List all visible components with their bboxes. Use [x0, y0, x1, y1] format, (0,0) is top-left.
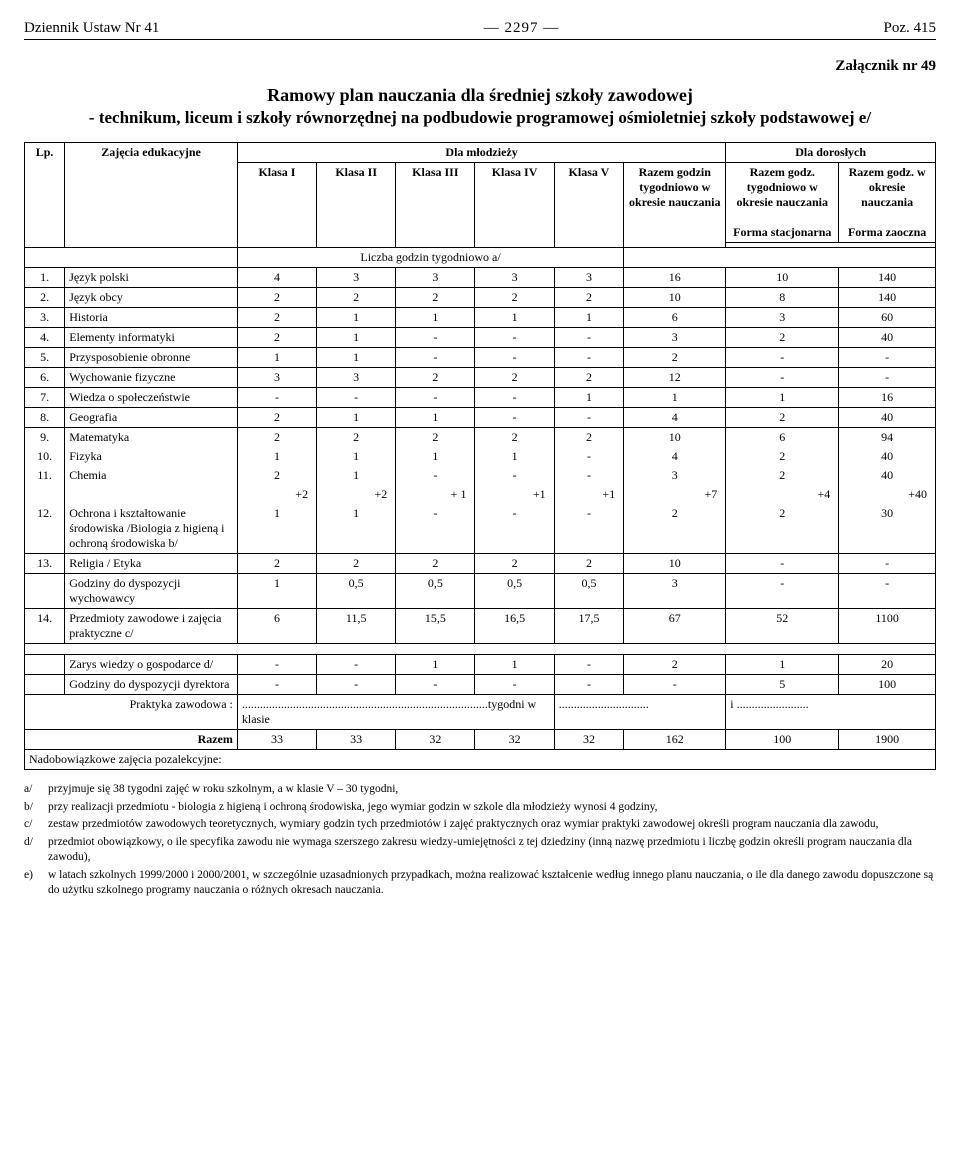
th-sum-ext: Razem godz. w okresie nauczaniaForma zao… [839, 163, 936, 243]
table-row: Godziny do dyspozycji wychowawcy10,50,50… [25, 574, 936, 609]
table-row: 1.Język polski433331610140 [25, 268, 936, 288]
th-k1: Klasa I [237, 163, 316, 248]
th-lp: Lp. [25, 143, 65, 248]
table-row: +2+2+ 1+1+1+7+4+40 [25, 485, 936, 504]
page-title: Ramowy plan nauczania dla średniej szkoł… [24, 85, 936, 106]
table-row: Zarys wiedzy o gospodarce d/--11-2120 [25, 655, 936, 675]
footnote: d/przedmiot obowiązkowy, o ile specyfika… [24, 835, 936, 866]
table-row: 7.Wiedza o społeczeństwie----11116 [25, 388, 936, 408]
th-k3: Klasa III [396, 163, 475, 248]
table-row: 13.Religia / Etyka2222210-- [25, 554, 936, 574]
th-subject: Zajęcia edukacyjne [65, 143, 238, 248]
table-row: 14.Przedmioty zawodowe i zajęcia praktyc… [25, 609, 936, 644]
footnote: a/przyjmuje się 38 tygodni zajęć w roku … [24, 782, 936, 798]
table-row: 5.Przysposobienie obronne11---2-- [25, 348, 936, 368]
th-k4: Klasa IV [475, 163, 554, 248]
table-row: 12.Ochrona i kształtowanie środowiska /B… [25, 504, 936, 554]
table-row: 11.Chemia21---3240 [25, 466, 936, 485]
th-k5: Klasa V [554, 163, 624, 248]
page-header: Dziennik Ustaw Nr 41 — 2297 — Poz. 415 [24, 20, 936, 40]
header-page: — 2297 — [484, 20, 560, 37]
page-subtitle: - technikum, liceum i szkoły równorzędne… [24, 108, 936, 128]
row-nadob: Nadobowiązkowe zajęcia pozalekcyjne: [25, 750, 936, 770]
table-row: 10.Fizyka1111-4240 [25, 447, 936, 466]
row-razem: Razem 333332 3232162 1001900 [25, 730, 936, 750]
th-adult: Dla dorosłych [726, 143, 936, 163]
footnotes: a/przyjmuje się 38 tygodni zajęć w roku … [24, 782, 936, 899]
th-k2: Klasa II [317, 163, 396, 248]
th-sum-week: Razem godzin tygodniowo w okresie naucza… [624, 163, 726, 248]
footnote: e)w latach szkolnych 1999/2000 i 2000/20… [24, 868, 936, 899]
attachment-label: Załącznik nr 49 [24, 58, 936, 75]
footnote: c/zestaw przedmiotów zawodowych teoretyc… [24, 817, 936, 833]
table-row: Godziny do dyspozycji dyrektora------510… [25, 675, 936, 695]
table-row: 9.Matematyka2222210694 [25, 428, 936, 448]
table-row: 8.Geografia211--4240 [25, 408, 936, 428]
header-right: Poz. 415 [883, 20, 936, 37]
row-praktyka: Praktyka zawodowa : ....................… [25, 695, 936, 730]
header-left: Dziennik Ustaw Nr 41 [24, 20, 159, 37]
curriculum-table: Lp. Zajęcia edukacyjne Dla młodzieży Dla… [24, 142, 936, 770]
table-row: 2.Język obcy22222108140 [25, 288, 936, 308]
th-hours-week: Liczba godzin tygodniowo a/ [237, 248, 623, 268]
th-sum-stat: Razem godz. tygodniowo w okresie nauczan… [726, 163, 839, 243]
table-row: 4.Elementy informatyki21---3240 [25, 328, 936, 348]
footnote: b/przy realizacji przedmiotu - biologia … [24, 800, 936, 816]
table-row: 3.Historia211116360 [25, 308, 936, 328]
th-youth: Dla młodzieży [237, 143, 725, 163]
table-row: 6.Wychowanie fizyczne3322212-- [25, 368, 936, 388]
